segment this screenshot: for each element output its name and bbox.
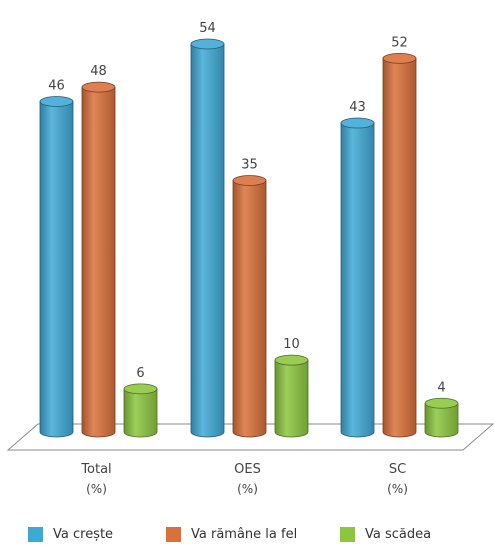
value-labels-group: 46 48 6 54 35 10 43 52 4 <box>48 21 445 395</box>
bar-oes-va-ramane-la-fel <box>232 175 267 438</box>
bar-sc-va-scadea <box>424 397 459 438</box>
bar-total-va-scadea <box>123 383 158 438</box>
legend-swatch-va-ramane-la-fel <box>166 527 181 542</box>
legend-item-va-ramane-la-fel: Va rămâne la fel <box>166 527 297 542</box>
category-label-oes: OES <box>234 462 261 477</box>
bar-total-va-creste <box>39 96 74 438</box>
bar-sc-va-creste <box>340 117 375 438</box>
value-label-total-va-scadea: 6 <box>136 366 144 381</box>
legend-swatch-va-scadea <box>340 527 355 542</box>
value-label-oes-va-scadea: 10 <box>283 337 300 352</box>
category-sublabel-sc: (%) <box>387 482 408 496</box>
bars-group <box>39 38 459 438</box>
value-label-oes-va-ramane-la-fel: 35 <box>241 158 258 173</box>
category-sublabel-oes: (%) <box>237 482 258 496</box>
value-label-oes-va-creste: 54 <box>199 21 216 36</box>
category-labels-group: Total (%) OES (%) SC (%) <box>80 462 408 496</box>
value-label-total-va-creste: 46 <box>48 78 65 93</box>
value-label-sc-va-creste: 43 <box>349 100 366 115</box>
bar-total-va-ramane-la-fel <box>81 81 116 438</box>
value-label-sc-va-ramane-la-fel: 52 <box>391 35 408 50</box>
bar-sc-va-ramane-la-fel <box>382 52 417 438</box>
category-label-sc: SC <box>389 462 406 477</box>
value-label-total-va-ramane-la-fel: 48 <box>90 64 107 79</box>
category-label-total: Total <box>80 462 111 477</box>
legend-label-va-creste: Va crește <box>53 527 114 542</box>
legend-item-va-creste: Va crește <box>28 527 113 542</box>
category-sublabel-total: (%) <box>86 482 107 496</box>
legend-swatch-va-creste <box>28 527 43 542</box>
legend-item-va-scadea: Va scădea <box>340 527 431 542</box>
legend-label-va-scadea: Va scădea <box>365 527 432 542</box>
value-label-sc-va-scadea: 4 <box>437 380 445 395</box>
legend-label-va-ramane-la-fel: Va rămâne la fel <box>191 527 298 542</box>
bar-oes-va-creste <box>190 38 225 438</box>
bar-oes-va-scadea <box>274 354 309 438</box>
legend: Va crește Va rămâne la fel Va scădea <box>0 527 494 545</box>
